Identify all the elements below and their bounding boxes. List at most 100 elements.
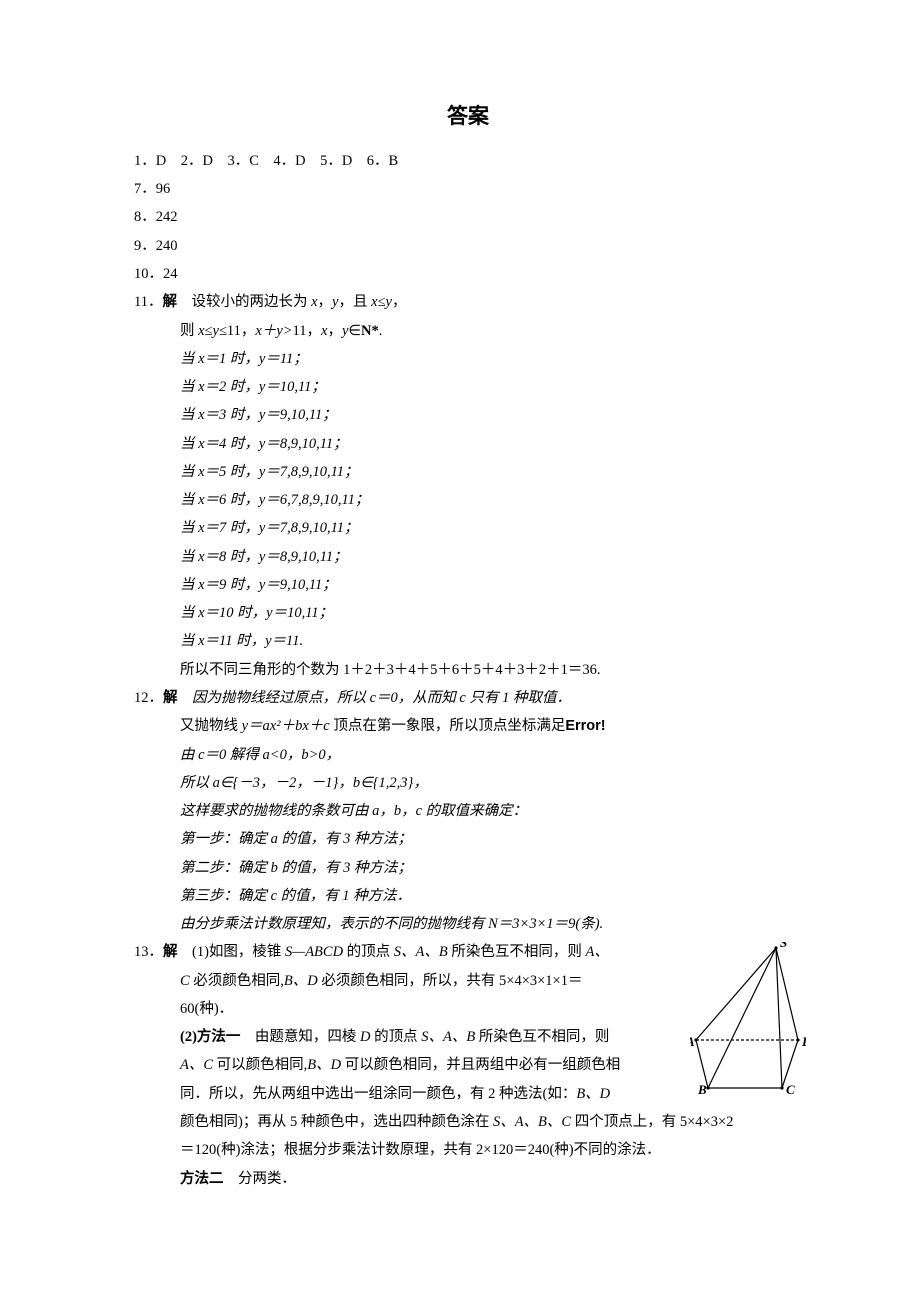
expr: C bbox=[180, 973, 190, 989]
q11-case: 当 x＝10 时，y＝10,11； bbox=[134, 599, 802, 627]
q11-case: 当 x＝1 时，y＝11； bbox=[134, 345, 802, 373]
expr: S、A、B bbox=[421, 1029, 475, 1045]
text: ∈ bbox=[348, 323, 361, 339]
q11-case: 当 x＝6 时，y＝6,7,8,9,10,11； bbox=[134, 486, 802, 514]
text: 11， bbox=[293, 323, 321, 339]
case-text: 当 x＝1 时，y＝11； bbox=[180, 351, 308, 367]
text: 分两类． bbox=[224, 1171, 297, 1187]
text: 第二步：确定 b 的值，有 3 种方法； bbox=[180, 860, 412, 876]
answers-1-6: 1．D 2．D 3．C 4．D 5．D 6．B bbox=[134, 147, 802, 175]
case-text: 当 x＝8 时，y＝8,9,10,11； bbox=[180, 549, 348, 565]
text: 所以 a∈{－3，－2，－1}，b∈{1,2,3}， bbox=[180, 775, 428, 791]
case-text: 当 x＝9 时，y＝9,10,11； bbox=[180, 577, 337, 593]
text: 第三步：确定 c 的值，有 1 种方法． bbox=[180, 888, 411, 904]
text: 第一步：确定 a 的值，有 3 种方法； bbox=[180, 831, 412, 847]
q11-case: 当 x＝5 时，y＝7,8,9,10,11； bbox=[134, 458, 802, 486]
solve-label: 解 bbox=[162, 294, 177, 310]
q11-case: 当 x＝2 时，y＝10,11； bbox=[134, 373, 802, 401]
text: 由 c＝0 解得 a<0，b>0， bbox=[180, 747, 340, 763]
text: ， bbox=[318, 294, 333, 310]
svg-text:D: D bbox=[801, 1034, 806, 1049]
pyramid-svg: SADBC bbox=[690, 942, 806, 1094]
text: 又抛物线 bbox=[180, 718, 242, 734]
text: ， bbox=[327, 323, 342, 339]
case-text: 当 x＝5 时，y＝7,8,9,10,11； bbox=[180, 464, 359, 480]
q11-line2: 则 x≤y≤11，x＋y>11，x，y∈N*. bbox=[134, 317, 802, 345]
case-text: 当 x＝11 时，y＝11. bbox=[180, 633, 303, 649]
method1-label: (2)方法一 bbox=[180, 1029, 240, 1045]
q12-line9: 由分步乘法计数原理知，表示的不同的抛物线有 N＝3×3×1＝9(条). bbox=[134, 910, 802, 938]
text: 则 bbox=[180, 323, 198, 339]
text: ， bbox=[392, 294, 407, 310]
svg-text:C: C bbox=[786, 1082, 795, 1094]
error-text: Error! bbox=[565, 718, 605, 734]
expr: x＋y> bbox=[255, 323, 292, 339]
text: 11， bbox=[227, 323, 255, 339]
q11-case: 当 x＝11 时，y＝11. bbox=[134, 627, 802, 655]
case-text: 当 x＝3 时，y＝9,10,11； bbox=[180, 407, 337, 423]
case-text: 当 x＝2 时，y＝10,11； bbox=[180, 379, 326, 395]
expr: x≤y≤ bbox=[198, 323, 227, 339]
text: 因为抛物线经过原点，所以 c＝0，从而知 c 只有 1 种取值． bbox=[178, 690, 572, 706]
expr: D bbox=[360, 1029, 370, 1045]
case-text: 当 x＝7 时，y＝7,8,9,10,11； bbox=[180, 520, 359, 536]
case-text: 当 x＝4 时，y＝8,9,10,11； bbox=[180, 436, 348, 452]
q11-line1: 11．解 设较小的两边长为 x，y，且 x≤y， bbox=[134, 288, 802, 316]
q12-line4: 所以 a∈{－3，－2，－1}，b∈{1,2,3}， bbox=[134, 769, 802, 797]
q11-number: 11． bbox=[134, 294, 162, 310]
text: 的顶点 bbox=[371, 1029, 422, 1045]
expr: x≤y bbox=[371, 294, 392, 310]
svg-text:S: S bbox=[780, 942, 787, 950]
expr: A、 bbox=[586, 944, 609, 960]
q11-case: 当 x＝7 时，y＝7,8,9,10,11； bbox=[134, 514, 802, 542]
text: 这样要求的抛物线的条数可由 a，b，c 的取值来确定： bbox=[180, 803, 527, 819]
expr: S、A、B bbox=[394, 944, 448, 960]
text: 顶点在第一象限，所以顶点坐标满足 bbox=[330, 718, 566, 734]
q12-line8: 第三步：确定 c 的值，有 1 种方法． bbox=[134, 882, 802, 910]
expr: B、D bbox=[284, 973, 318, 989]
set-n: N* bbox=[361, 323, 379, 339]
q11-sum: 所以不同三角形的个数为 1＋2＋3＋4＋5＋6＋5＋4＋3＋2＋1＝36. bbox=[134, 656, 802, 684]
q13-method2: 方法二 分两类． bbox=[134, 1165, 802, 1193]
text: 必须颜色相同, bbox=[190, 973, 284, 989]
text: 颜色相同)；再从 5 种颜色中，选出四种颜色涂在 bbox=[180, 1114, 493, 1130]
solve-label: 解 bbox=[163, 690, 178, 706]
method2-label: 方法二 bbox=[180, 1171, 224, 1187]
answer-8: 8．242 bbox=[134, 203, 802, 231]
text: ，且 bbox=[338, 294, 371, 310]
svg-text:A: A bbox=[690, 1034, 695, 1049]
case-text: 当 x＝6 时，y＝6,7,8,9,10,11； bbox=[180, 492, 369, 508]
text: 所染色互不相同，则 bbox=[475, 1029, 609, 1045]
text: 必须颜色相同，所以，共有 5×4×3×1×1＝ bbox=[318, 973, 583, 989]
q11-case: 当 x＝9 时，y＝9,10,11； bbox=[134, 571, 802, 599]
q11-case: 当 x＝8 时，y＝8,9,10,11； bbox=[134, 543, 802, 571]
expr: y＝ax²＋bx＋c bbox=[242, 718, 330, 734]
q11-case: 当 x＝3 时，y＝9,10,11； bbox=[134, 401, 802, 429]
text: 所染色互不相同，则 bbox=[448, 944, 586, 960]
q12-line6: 第一步：确定 a 的值，有 3 种方法； bbox=[134, 825, 802, 853]
text: . bbox=[379, 323, 383, 339]
pyramid-figure: SADBC bbox=[690, 942, 806, 1094]
q13-number: 13． bbox=[134, 944, 163, 960]
expr: S、A、B、C bbox=[493, 1114, 571, 1130]
q12-line3: 由 c＝0 解得 a<0，b>0， bbox=[134, 741, 802, 769]
q12-line7: 第二步：确定 b 的值，有 3 种方法； bbox=[134, 854, 802, 882]
answer-7: 7．96 bbox=[134, 175, 802, 203]
page: 答案 1．D 2．D 3．C 4．D 5．D 6．B 7．96 8．242 9．… bbox=[0, 0, 920, 1302]
q11-case: 当 x＝4 时，y＝8,9,10,11； bbox=[134, 430, 802, 458]
answer-10: 10．24 bbox=[134, 260, 802, 288]
text: 可以颜色相同, bbox=[213, 1057, 307, 1073]
text: 由分步乘法计数原理知，表示的不同的抛物线有 N＝3×3×1＝9(条). bbox=[180, 916, 603, 932]
q13-block: SADBC 13．解 (1)如图，棱锥 S—ABCD 的顶点 S、A、B 所染色… bbox=[134, 938, 802, 1192]
text: 可以颜色相同，并且两组中必有一组颜色相 bbox=[341, 1057, 620, 1073]
q13-method1-line5: ＝120(种)涂法；根据分步乘法计数原理，共有 2×120＝240(种)不同的涂… bbox=[134, 1136, 802, 1164]
text: 四个顶点上，有 5×4×3×2 bbox=[571, 1114, 733, 1130]
page-title: 答案 bbox=[134, 96, 802, 137]
text: (1)如图，棱锥 bbox=[178, 944, 286, 960]
q13-method1-line4: 颜色相同)；再从 5 种颜色中，选出四种颜色涂在 S、A、B、C 四个顶点上，有… bbox=[134, 1108, 802, 1136]
q12-line2: 又抛物线 y＝ax²＋bx＋c 顶点在第一象限，所以顶点坐标满足Error! bbox=[134, 712, 802, 740]
expr: A、C bbox=[180, 1057, 213, 1073]
q12-number: 12． bbox=[134, 690, 163, 706]
expr: B、D bbox=[307, 1057, 341, 1073]
q12-line1: 12．解 因为抛物线经过原点，所以 c＝0，从而知 c 只有 1 种取值． bbox=[134, 684, 802, 712]
